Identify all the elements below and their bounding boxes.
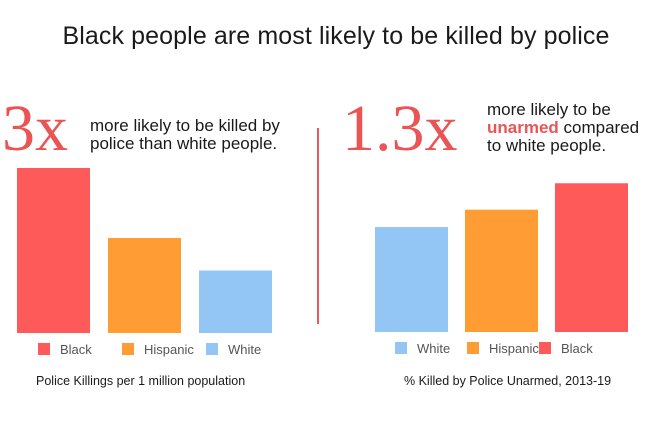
right-panel: 1.3x more likely to be unarmed compared …	[330, 0, 672, 437]
left-note: more likely to be killed by police than …	[90, 117, 280, 153]
chart0-legend-swatch-hispanic	[122, 343, 134, 355]
right-note-after-highlight: compared	[558, 118, 640, 137]
chart0-legend-label-hispanic: Hispanic	[144, 342, 194, 357]
right-note-line3: to white people.	[487, 136, 607, 155]
chart1-legend-label-black: Black	[561, 341, 593, 356]
page-title: Black people are most likely to be kille…	[62, 22, 610, 50]
right-big-stat: 1.3x	[342, 92, 458, 165]
chart1-bar-black	[555, 183, 628, 332]
chart1-bar-white	[375, 227, 448, 332]
chart1-legend-swatch-hispanic	[467, 342, 479, 354]
left-note-line1: more likely to be killed by	[90, 116, 280, 135]
left-caption: Police Killings per 1 million population	[36, 374, 246, 388]
right-note: more likely to be unarmed compared to wh…	[487, 101, 639, 155]
left-note-line2: police than white people.	[90, 134, 278, 153]
chart1-legend-label-white: White	[417, 341, 450, 356]
right-caption: % Killed by Police Unarmed, 2013-19	[404, 374, 612, 388]
chart0-legend-swatch-white	[206, 343, 218, 355]
right-note-line2: unarmed compared	[487, 119, 639, 137]
panel-divider	[317, 128, 319, 324]
chart1-legend-label-hispanic: Hispanic	[489, 341, 539, 356]
chart1-bar-hispanic	[465, 209, 538, 332]
chart1-legend-swatch-white	[395, 342, 407, 354]
right-note-line1: more likely to be	[487, 100, 611, 119]
chart0-legend-label-black: Black	[60, 342, 92, 357]
left-big-stat: 3x	[2, 92, 68, 165]
chart0-legend-label-white: White	[228, 342, 261, 357]
right-note-highlight: unarmed	[487, 118, 559, 137]
chart0-bar-white	[199, 270, 272, 333]
chart0-legend-swatch-black	[38, 343, 50, 355]
left-panel: 3x more likely to be killed by police th…	[0, 0, 320, 437]
chart0-bar-black	[17, 168, 90, 333]
chart1-legend-swatch-black	[539, 342, 551, 354]
chart0-bar-hispanic	[108, 238, 181, 333]
